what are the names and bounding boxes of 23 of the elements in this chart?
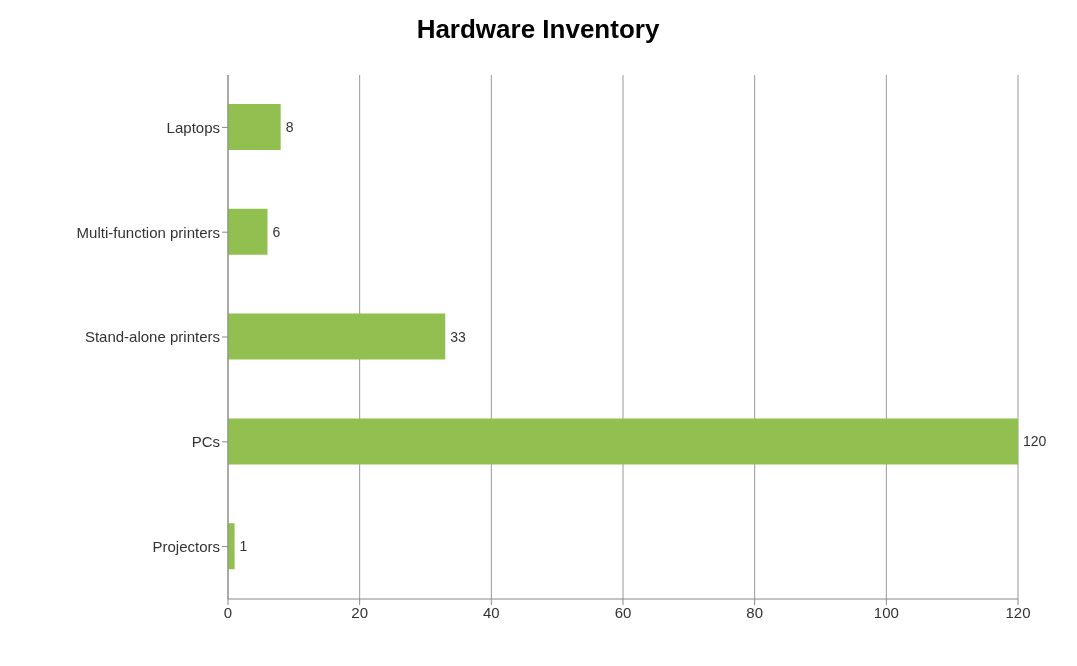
bar: [228, 313, 446, 360]
bar: [228, 208, 268, 255]
x-tick-label: 40: [482, 603, 500, 621]
y-tick-label: PCs: [191, 433, 220, 451]
data-label: 33: [450, 328, 467, 345]
data-label: 1: [239, 538, 248, 555]
y-tick-label: Stand-alone printers: [84, 328, 220, 346]
chart-title: Hardware Inventory: [415, 14, 661, 45]
data-label: 8: [285, 118, 294, 135]
bar: [228, 523, 235, 570]
data-label: 120: [1023, 433, 1047, 450]
y-tick-label: Laptops: [166, 118, 220, 136]
y-tick-label: Projectors: [152, 537, 220, 555]
x-tick-label: 20: [351, 603, 369, 621]
y-tick-label: Multi-function printers: [76, 223, 220, 241]
data-label: 6: [272, 223, 281, 240]
x-tick-label: 60: [614, 603, 632, 621]
bar: [228, 418, 1018, 465]
x-tick-label: 0: [223, 603, 233, 621]
x-tick-label: 100: [873, 603, 899, 621]
x-tick-label: 120: [1005, 603, 1031, 621]
x-tick-label: 80: [746, 603, 764, 621]
bar: [228, 104, 281, 150]
